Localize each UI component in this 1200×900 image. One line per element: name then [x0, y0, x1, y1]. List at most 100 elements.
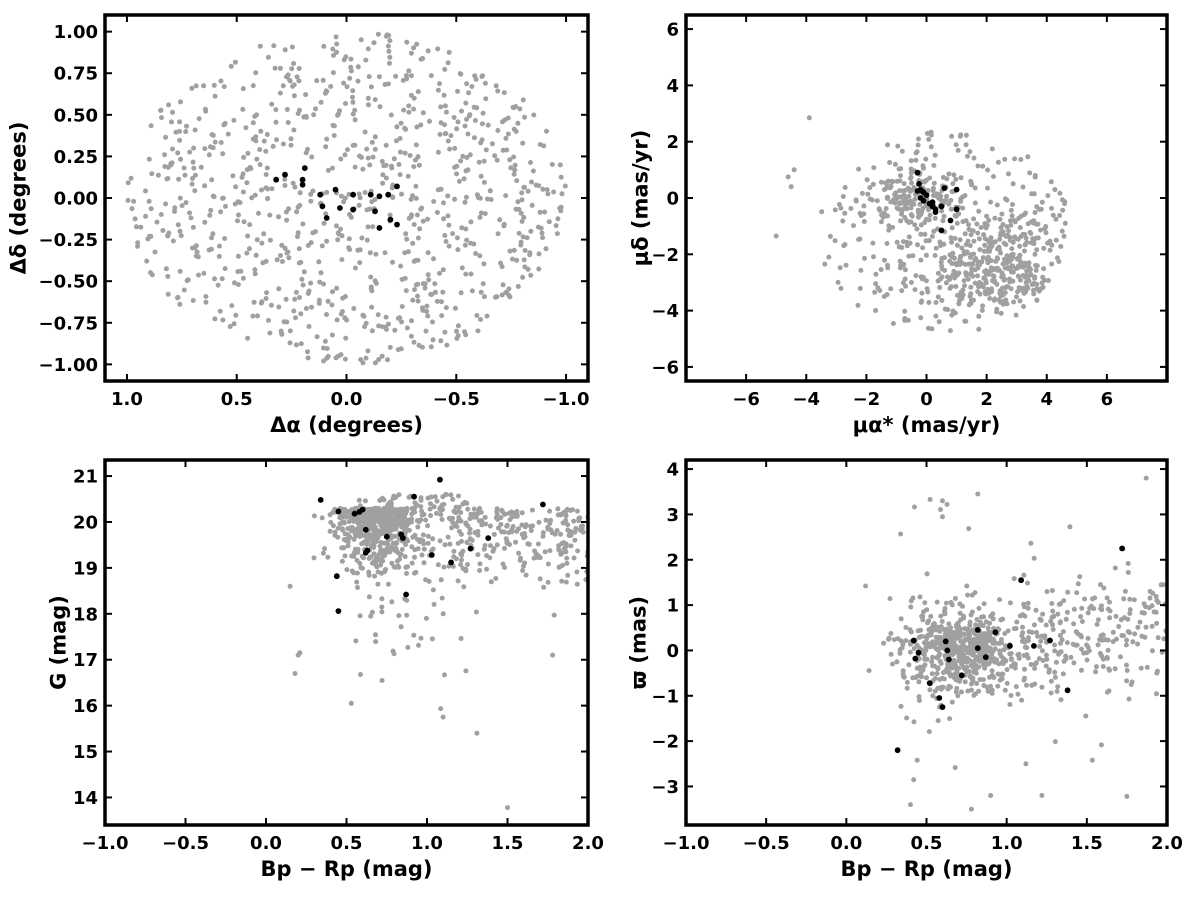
- field-point: [537, 576, 543, 582]
- field-point: [948, 625, 954, 631]
- field-point: [240, 106, 246, 112]
- field-point: [1053, 659, 1059, 665]
- field-point: [383, 175, 389, 181]
- field-point: [931, 228, 937, 234]
- field-point: [342, 507, 348, 512]
- field-point: [455, 323, 461, 329]
- field-point: [994, 657, 1000, 663]
- field-point: [371, 520, 377, 525]
- field-point: [970, 261, 976, 267]
- field-point: [395, 315, 401, 321]
- field-point: [321, 345, 326, 351]
- field-point: [375, 581, 381, 587]
- member-point: [1064, 687, 1071, 694]
- field-point: [516, 230, 522, 236]
- field-point: [458, 290, 464, 296]
- field-point: [1010, 181, 1016, 187]
- field-point: [1034, 630, 1039, 635]
- field-point: [975, 163, 981, 169]
- field-point: [445, 213, 451, 219]
- field-point: [862, 255, 867, 261]
- field-point: [934, 655, 940, 661]
- field-point: [343, 335, 349, 341]
- field-point: [218, 209, 224, 215]
- field-point: [434, 510, 439, 516]
- field-point: [874, 198, 880, 204]
- field-point: [414, 212, 420, 218]
- field-point: [895, 143, 901, 149]
- field-point: [571, 518, 577, 524]
- field-point: [415, 546, 421, 552]
- field-point: [979, 648, 985, 654]
- field-point: [1022, 613, 1028, 619]
- field-point: [291, 127, 297, 133]
- field-point: [294, 74, 300, 80]
- field-point: [351, 536, 357, 542]
- field-point: [938, 613, 944, 619]
- field-point: [565, 572, 571, 578]
- field-point: [154, 219, 160, 225]
- field-point: [1122, 588, 1128, 594]
- field-point: [865, 191, 871, 197]
- field-point: [292, 671, 298, 676]
- field-point: [964, 249, 970, 255]
- field-point: [1043, 663, 1049, 669]
- field-point: [525, 188, 531, 194]
- field-point: [906, 220, 912, 225]
- field-point: [919, 613, 925, 619]
- field-point: [255, 313, 260, 319]
- field-point: [551, 612, 557, 618]
- member-point: [387, 216, 394, 223]
- field-point: [976, 260, 982, 266]
- field-point: [251, 299, 257, 305]
- field-point: [202, 146, 208, 152]
- field-point: [446, 49, 452, 55]
- field-point: [511, 171, 517, 177]
- field-point: [331, 52, 336, 58]
- field-point: [372, 278, 378, 284]
- field-point: [1021, 290, 1027, 296]
- field-point: [202, 219, 208, 225]
- member-point: [938, 227, 945, 234]
- field-point: [264, 132, 270, 137]
- field-point: [493, 83, 499, 89]
- field-point: [908, 604, 914, 610]
- field-point: [1021, 677, 1027, 683]
- field-point: [540, 533, 546, 539]
- field-point: [379, 596, 385, 602]
- field-point: [985, 258, 991, 264]
- field-point: [175, 222, 181, 228]
- field-point: [1028, 662, 1034, 667]
- field-point: [481, 294, 487, 300]
- field-point: [523, 572, 529, 578]
- field-point: [1052, 669, 1058, 675]
- field-point: [947, 716, 953, 722]
- field-point: [405, 645, 411, 650]
- field-point: [888, 183, 894, 189]
- field-point: [938, 276, 943, 282]
- field-point: [1091, 606, 1097, 612]
- y-tick-label: 16: [73, 696, 98, 717]
- field-point: [135, 240, 141, 246]
- field-point: [989, 668, 995, 674]
- field-point: [1060, 629, 1066, 635]
- field-point: [529, 202, 535, 208]
- field-point: [254, 156, 260, 162]
- field-point: [501, 223, 507, 229]
- field-point: [403, 288, 409, 294]
- field-point: [1024, 682, 1029, 688]
- field-point: [319, 243, 325, 249]
- field-point: [1045, 278, 1051, 283]
- field-point: [300, 221, 306, 227]
- field-point: [1049, 601, 1055, 606]
- field-point: [1012, 156, 1018, 162]
- field-point: [535, 541, 541, 547]
- field-point: [274, 257, 280, 263]
- field-point: [345, 147, 350, 153]
- field-point: [887, 596, 893, 602]
- y-tick-label: 0.00: [54, 189, 98, 210]
- field-point: [165, 233, 170, 239]
- field-point: [395, 563, 401, 569]
- field-point: [479, 137, 485, 143]
- field-point: [972, 185, 978, 191]
